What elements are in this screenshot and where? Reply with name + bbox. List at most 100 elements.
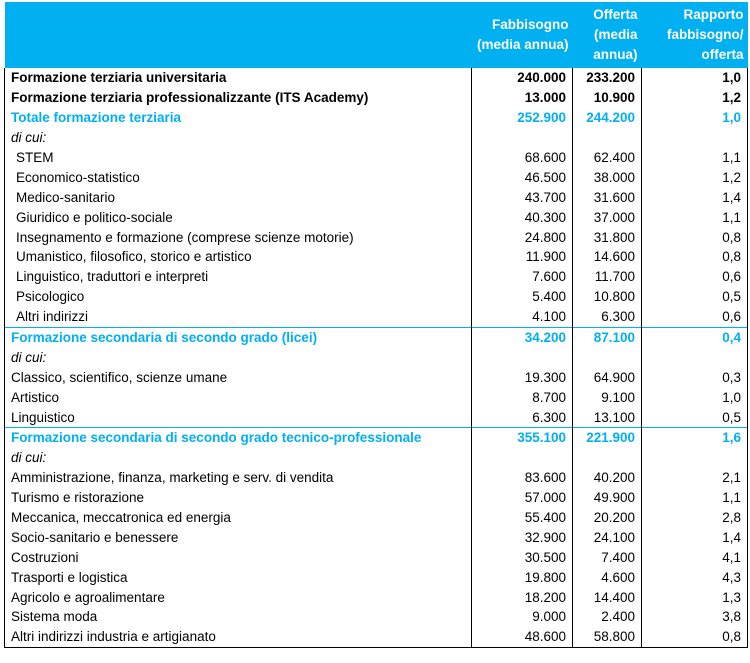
- row-fabbisogno: 19.300: [471, 367, 573, 388]
- row-label: Linguistico: [4, 407, 472, 428]
- row-label: Amministrazione, finanza, marketing e se…: [4, 467, 472, 488]
- table-row: Formazione terziaria universitaria 240.00…: [4, 68, 748, 88]
- row-rapporto: 0,3: [641, 367, 748, 388]
- header-offerta: Offerta (media annua): [572, 2, 642, 68]
- row-label: Psicologico: [4, 286, 472, 307]
- table-row: Psicologico 5.400 10.800 0,5: [4, 286, 748, 307]
- row-offerta: 37.000: [572, 207, 642, 228]
- row-offerta: 244.200: [572, 107, 642, 128]
- row-label: Socio-sanitario e benessere: [4, 527, 472, 548]
- row-offerta: 233.200: [572, 68, 642, 88]
- header-label-cell: [4, 2, 472, 68]
- row-rapporto: 1,4: [641, 187, 748, 208]
- row-offerta: 4.600: [572, 567, 642, 588]
- row-offerta: 10.800: [572, 286, 642, 307]
- row-label: Altri indirizzi: [4, 306, 472, 328]
- row-rapporto: 1,6: [641, 427, 748, 448]
- row-label: Turismo e ristorazione: [4, 487, 472, 508]
- row-label: Sistema moda: [4, 607, 472, 627]
- row-offerta: 9.100: [572, 387, 642, 408]
- row-rapporto: [641, 447, 748, 468]
- header-fabbisogno: Fabbisogno (media annua): [471, 2, 573, 68]
- data-table-container: Fabbisogno (media annua) Offerta (media …: [4, 2, 748, 648]
- row-offerta: [572, 347, 642, 368]
- row-label: Giuridico e politico-sociale: [4, 207, 472, 228]
- table-row: Giuridico e politico-sociale 40.300 37.000…: [4, 207, 748, 228]
- row-fabbisogno: 48.600: [471, 626, 573, 648]
- row-rapporto: 4,3: [641, 567, 748, 588]
- row-fabbisogno: 6.300: [471, 407, 573, 428]
- row-offerta: 49.900: [572, 487, 642, 508]
- row-offerta: 24.100: [572, 527, 642, 548]
- row-label: Meccanica, meccatronica ed energia: [4, 507, 472, 528]
- row-label: Classico, scientifico, scienze umane: [4, 367, 472, 388]
- row-offerta: 10.900: [572, 87, 642, 108]
- table-row: di cui:: [4, 447, 748, 468]
- row-fabbisogno: 19.800: [471, 567, 573, 588]
- table-row: Medico-sanitario 43.700 31.600 1,4: [4, 187, 748, 208]
- row-offerta: 31.600: [572, 187, 642, 208]
- row-offerta: 13.100: [572, 407, 642, 428]
- table-row: Economico-statistico 46.500 38.000 1,2: [4, 167, 748, 188]
- row-fabbisogno: 32.900: [471, 527, 573, 548]
- table-row: Formazione secondaria di secondo grado t…: [4, 427, 748, 448]
- header-row: Fabbisogno (media annua) Offerta (media …: [4, 2, 748, 68]
- table-row: Turismo e ristorazione 57.000 49.900 1,1: [4, 487, 748, 508]
- table-row: Trasporti e logistica 19.800 4.600 4,3: [4, 567, 748, 588]
- row-rapporto: [641, 127, 748, 148]
- row-fabbisogno: 57.000: [471, 487, 573, 508]
- row-fabbisogno: 68.600: [471, 147, 573, 168]
- row-fabbisogno: [471, 347, 573, 368]
- row-offerta: 20.200: [572, 507, 642, 528]
- row-label: Linguistico, traduttori e interpreti: [4, 266, 472, 287]
- row-fabbisogno: 55.400: [471, 507, 573, 528]
- row-fabbisogno: 46.500: [471, 167, 573, 188]
- table-header: Fabbisogno (media annua) Offerta (media …: [4, 2, 748, 68]
- row-rapporto: 1,1: [641, 147, 748, 168]
- table-row: Altri indirizzi industria e artigianato 4…: [4, 626, 748, 648]
- row-fabbisogno: 24.800: [471, 227, 573, 248]
- row-rapporto: 1,0: [641, 387, 748, 408]
- row-label: Medico-sanitario: [4, 187, 472, 208]
- row-fabbisogno: 13.000: [471, 87, 573, 108]
- row-rapporto: 1,4: [641, 527, 748, 548]
- row-offerta: 6.300: [572, 306, 642, 328]
- row-fabbisogno: 355.100: [471, 427, 573, 448]
- row-offerta: 14.600: [572, 247, 642, 267]
- row-offerta: 62.400: [572, 147, 642, 168]
- table-row: Costruzioni 30.500 7.400 4,1: [4, 547, 748, 568]
- row-rapporto: 1,1: [641, 487, 748, 508]
- row-fabbisogno: 5.400: [471, 286, 573, 307]
- row-offerta: [572, 127, 642, 148]
- table-row: di cui:: [4, 127, 748, 148]
- table-row: Artistico 8.700 9.100 1,0: [4, 387, 748, 408]
- row-fabbisogno: 4.100: [471, 306, 573, 328]
- row-offerta: [572, 447, 642, 468]
- row-fabbisogno: 11.900: [471, 247, 573, 267]
- row-fabbisogno: 240.000: [471, 68, 573, 88]
- row-label: Formazione secondaria di secondo grado (…: [4, 326, 472, 348]
- row-fabbisogno: [471, 127, 573, 148]
- row-label: Totale formazione terziaria: [4, 107, 472, 128]
- row-rapporto: 0,5: [641, 286, 748, 307]
- table-row: Classico, scientifico, scienze umane 19.3…: [4, 367, 748, 388]
- row-rapporto: 1,0: [641, 68, 748, 88]
- table-row: Altri indirizzi 4.100 6.300 0,6: [4, 306, 748, 328]
- row-fabbisogno: 8.700: [471, 387, 573, 408]
- row-rapporto: 2,1: [641, 467, 748, 488]
- row-fabbisogno: 30.500: [471, 547, 573, 568]
- row-label: Artistico: [4, 387, 472, 408]
- row-fabbisogno: 7.600: [471, 266, 573, 287]
- row-label: di cui:: [4, 127, 472, 148]
- table-row: Umanistico, filosofico, storico e artist…: [4, 247, 748, 267]
- row-rapporto: 0,6: [641, 266, 748, 287]
- table-row: Linguistico, traduttori e interpreti 7.60…: [4, 266, 748, 287]
- row-offerta: 31.800: [572, 227, 642, 248]
- table-row: Sistema moda 9.000 2.400 3,8: [4, 607, 748, 627]
- table-row: Formazione terziaria professionalizzante…: [4, 87, 748, 108]
- table-row: Totale formazione terziaria 252.900 244.20…: [4, 107, 748, 128]
- row-rapporto: [641, 347, 748, 368]
- row-rapporto: 0,4: [641, 326, 748, 348]
- row-rapporto: 0,8: [641, 247, 748, 267]
- table-row: STEM 68.600 62.400 1,1: [4, 147, 748, 168]
